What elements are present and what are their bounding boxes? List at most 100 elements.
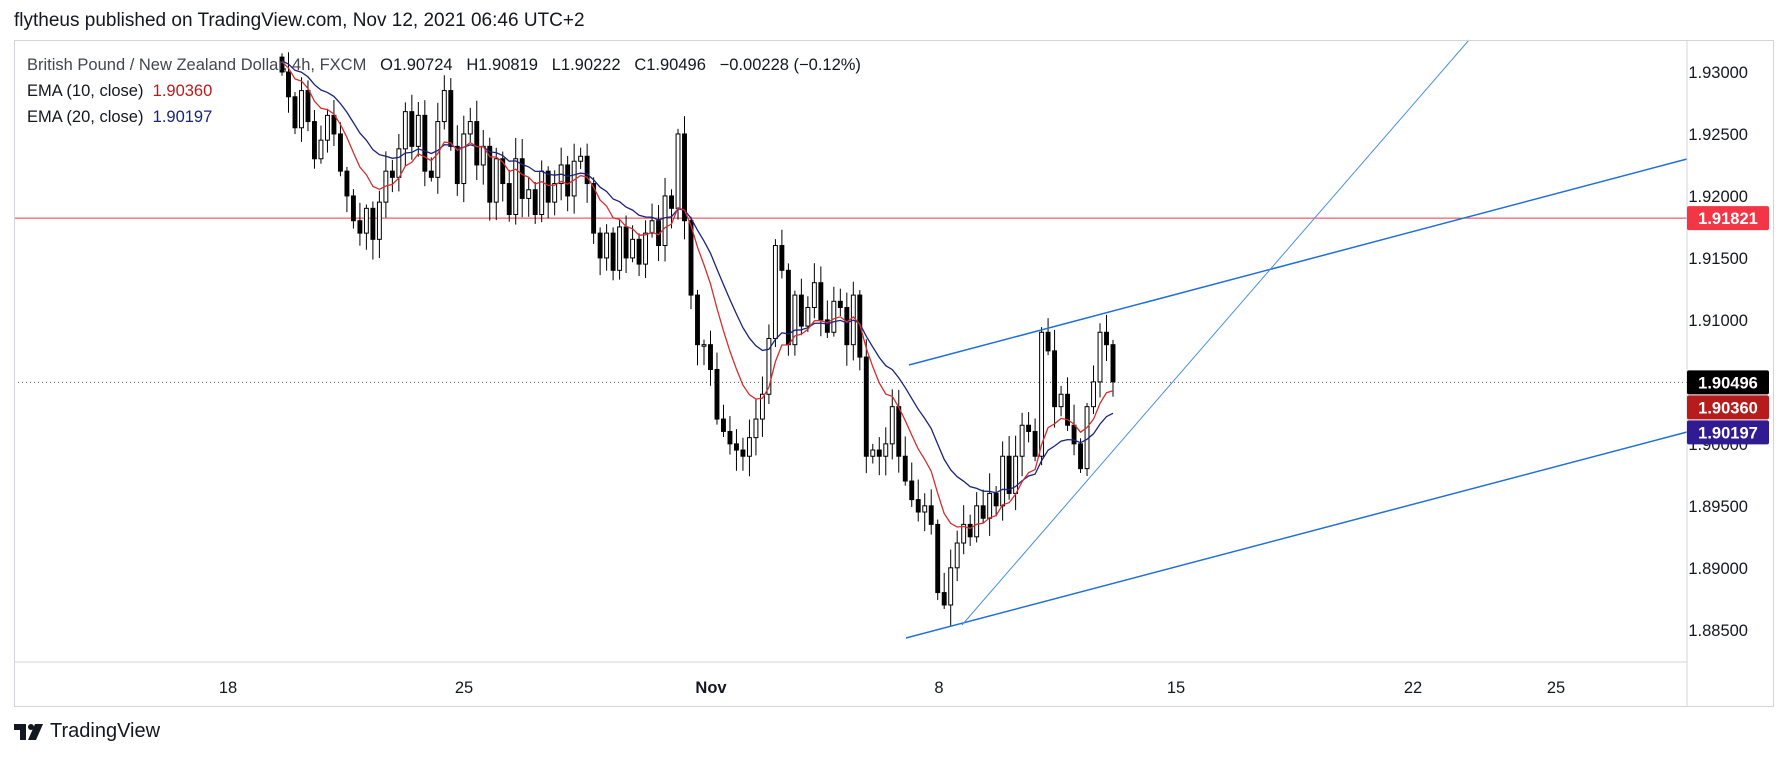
y-tick-label: 1.92500 [1688,126,1748,144]
candle-body [837,300,843,308]
candle-body [461,133,467,185]
ema20-value: 1.90197 [152,108,213,126]
candle-body [584,155,590,185]
candle-body [454,145,460,185]
candle-body [370,207,376,240]
candle-body [519,158,525,199]
resistance-price-tag-label: 1.91821 [1698,210,1758,228]
candle-body [506,183,512,216]
candle-body [474,121,480,166]
chart-frame [14,40,1774,707]
candle-body [1110,344,1116,383]
candle-body [493,158,499,203]
legend-ema20-row[interactable]: EMA (20, close) 1.90197 [27,104,861,130]
y-tick-label: 1.92000 [1688,188,1748,206]
candle-body [422,114,428,172]
symbol-name[interactable]: British Pound / New Zealand Dollar, 4h, … [27,56,367,74]
candle-body [870,449,876,457]
candle-body [513,158,519,216]
ohlc-open: O1.90724 [380,56,453,74]
candle-body [948,567,954,606]
lower-channel-line[interactable] [905,431,1688,639]
candle-body [734,443,739,451]
ema20-label: EMA (20, close) [27,108,144,126]
ohlc-low: L1.90222 [551,56,621,74]
candle-body [526,189,532,199]
candle-body [409,111,415,147]
candle-body [954,542,960,569]
candle-body [792,294,798,346]
tradingview-logo-icon [14,723,43,740]
candle-body [428,170,434,178]
steep-trendline[interactable] [961,39,1470,626]
y-tick-label: 1.91000 [1688,312,1748,330]
candle-body [1091,381,1096,408]
y-tick-label: 1.88500 [1688,622,1748,640]
candle-body [746,437,752,457]
candle-body [922,505,928,513]
candle-body [766,337,772,395]
ohlc-close: C1.90496 [634,56,706,74]
candle-body [552,183,558,203]
x-tick-label: Nov [695,679,727,697]
brand-name: TradingView [50,720,161,742]
y-tick-label: 1.89000 [1688,560,1748,578]
candle-body [1019,424,1025,457]
ema10-price-tag-label: 1.90360 [1698,399,1758,417]
candle-body [669,195,674,209]
y-tick-label: 1.91500 [1688,250,1748,268]
candle-body [318,139,324,160]
candle-body [1071,424,1077,445]
candle-body [1078,443,1083,470]
candle-body [928,505,934,525]
candle-body [299,90,304,129]
candle-body [863,356,869,457]
candle-body [779,245,785,271]
candle-body [701,344,707,347]
candle-body [662,195,668,247]
y-tick-label: 1.93000 [1688,64,1748,82]
candle-body [708,344,713,370]
candle-body [402,111,408,150]
candle-body [980,505,986,519]
candle-body [1039,331,1045,457]
upper-channel-line[interactable] [908,158,1688,366]
candlestick-chart[interactable]: 1.930001.925001.920001.915001.910001.900… [0,0,1791,715]
candle-body [883,443,889,457]
candle-body [610,232,616,271]
candle-body [617,226,623,271]
candle-body [811,282,817,308]
legend-ema10-row[interactable]: EMA (10, close) 1.90360 [27,78,861,104]
candle-body [376,201,382,240]
candle-body [695,294,700,346]
candle-body [312,121,317,160]
candle-body [389,170,395,178]
candle-body [1052,350,1058,408]
x-tick-label: 8 [934,679,943,697]
ema20-line[interactable] [281,60,1114,494]
candle-body [532,189,538,216]
candle-body [357,220,363,234]
ema10-line[interactable] [281,61,1114,530]
tradingview-brand[interactable]: TradingView [14,720,160,743]
candle-body [331,114,337,135]
candle-body [565,164,571,197]
published-caption: flytheus published on TradingView.com, N… [14,10,585,31]
x-tick-label: 15 [1167,679,1185,697]
candle-body [1065,393,1071,426]
candle-body [1104,331,1109,346]
candle-body [974,505,980,538]
candle-body [415,114,421,147]
candle-body [753,418,759,439]
ohlc-change: −0.00228 (−0.12%) [719,56,861,74]
x-tick-label: 18 [219,679,237,697]
candle-body [305,90,311,123]
candle-body [889,406,895,445]
candle-body [441,90,447,123]
chart-legend: British Pound / New Zealand Dollar, 4h, … [27,52,861,130]
candle-body [591,183,597,234]
candle-body [487,145,493,203]
y-tick-label: 1.89500 [1688,498,1748,516]
candle-body [1045,331,1051,352]
candle-body [824,319,830,333]
